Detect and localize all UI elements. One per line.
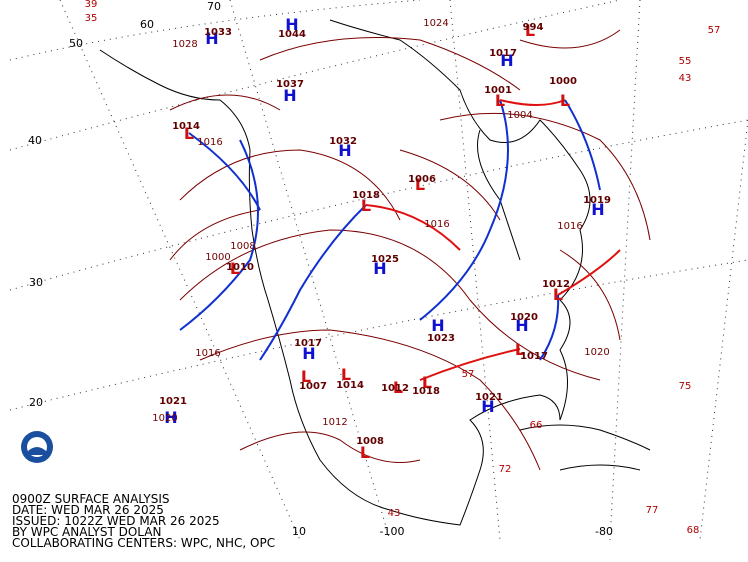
- low-pressure: 1012: [381, 383, 409, 394]
- lat-label: 30: [29, 276, 43, 289]
- low-center: L: [553, 285, 563, 304]
- low-pressure: 1008: [356, 436, 384, 447]
- high-center: H: [283, 86, 296, 105]
- station-value: 75: [679, 381, 692, 392]
- station-value: 68: [687, 525, 700, 536]
- high-pressure: 1044: [278, 29, 306, 40]
- low-center: L: [560, 91, 570, 110]
- isobar-label: 1020: [584, 347, 609, 358]
- station-value: 35: [85, 13, 98, 24]
- high-pressure: 1023: [427, 333, 455, 344]
- low-center: L: [415, 175, 425, 194]
- high-pressure: 1019: [583, 195, 611, 206]
- low-center: L: [525, 21, 535, 40]
- lat-label: 70: [207, 0, 221, 13]
- low-pressure: 1014: [336, 380, 364, 391]
- isobar-label: 1016: [557, 221, 582, 232]
- isobar-label: 1012: [322, 417, 347, 428]
- low-center: L: [515, 340, 525, 359]
- high-pressure: 1017: [294, 338, 322, 349]
- caption-line: DATE: WED MAR 26 2025: [12, 503, 164, 517]
- station-value: 43: [679, 73, 692, 84]
- high-center: H: [500, 51, 513, 70]
- low-center: L: [361, 196, 371, 215]
- station-value: 72: [499, 464, 512, 475]
- isobar-label: 1000: [205, 252, 230, 263]
- low-pressure: 1018: [352, 190, 380, 201]
- high-center: H: [431, 316, 444, 335]
- high-pressure: 1017: [489, 48, 517, 59]
- high-center: H: [164, 408, 177, 427]
- noaa-logo: [21, 431, 53, 463]
- station-value: 57: [462, 369, 475, 380]
- station-value: 39: [85, 0, 98, 10]
- isobars: [169, 29, 651, 471]
- lon-label: -80: [595, 525, 613, 538]
- low-pressure: 994: [523, 22, 544, 33]
- station-value: 43: [388, 508, 401, 519]
- lat-label: 40: [28, 134, 42, 147]
- low-center: L: [360, 443, 370, 462]
- low-pressure: 1000: [549, 76, 577, 87]
- isobar-label: 1020: [152, 413, 177, 424]
- station-value: 55: [679, 56, 692, 67]
- high-center: H: [481, 397, 494, 416]
- high-center: H: [205, 29, 218, 48]
- lon-label: 10: [292, 525, 306, 538]
- low-pressure: 1001: [484, 85, 512, 96]
- low-pressure: 1017: [520, 351, 548, 362]
- low-center: L: [230, 259, 240, 278]
- low-center: L: [184, 124, 194, 143]
- fronts: [179, 99, 621, 381]
- high-pressure: 1025: [371, 254, 399, 265]
- high-center: H: [373, 259, 386, 278]
- low-pressure: 1014: [172, 121, 200, 132]
- low-center: L: [393, 378, 403, 397]
- lon-label: -100: [380, 525, 405, 538]
- high-pressure: 1033: [204, 27, 232, 38]
- low-center: L: [301, 367, 311, 386]
- low-pressure: 1007: [299, 381, 327, 392]
- high-pressure: 1021: [159, 396, 187, 407]
- high-center: H: [302, 344, 315, 363]
- low-pressure: 1010: [226, 262, 254, 273]
- graticule: [9, 0, 748, 541]
- low-pressure: 1006: [408, 174, 436, 185]
- high-center: H: [338, 141, 351, 160]
- isobar-label: 1028: [172, 39, 197, 50]
- low-center: L: [341, 365, 351, 384]
- high-pressure: 1032: [329, 136, 357, 147]
- lat-label: 60: [140, 18, 154, 31]
- isobar-label: 1016: [195, 348, 220, 359]
- caption-line: ISSUED: 1022Z WED MAR 26 2025: [12, 514, 220, 528]
- low-center: L: [422, 373, 432, 392]
- caption-line: BY WPC ANALYST DOLAN: [12, 525, 161, 539]
- isobar-label: 1016: [424, 219, 449, 230]
- high-pressure: 1037: [276, 79, 304, 90]
- low-pressure: 1012: [542, 279, 570, 290]
- low-center: L: [495, 91, 505, 110]
- high-center: H: [591, 200, 604, 219]
- high-center: H: [515, 316, 528, 335]
- high-pressure: 1020: [510, 312, 538, 323]
- isobar-label: 1004: [507, 110, 532, 121]
- lat-label: 50: [69, 37, 83, 50]
- caption-line: 0900Z SURFACE ANALYSIS: [12, 492, 169, 506]
- high-center: H: [285, 15, 298, 34]
- lat-label: 20: [29, 396, 43, 409]
- isobar-label: 1008: [230, 241, 255, 252]
- caption-line: COLLABORATING CENTERS: WPC, NHC, OPC: [12, 536, 275, 550]
- isobar-label: 1016: [197, 137, 222, 148]
- low-pressure: 1018: [412, 386, 440, 397]
- isobar-label: 1024: [423, 18, 448, 29]
- station-value: 66: [530, 420, 543, 431]
- station-value: 57: [708, 25, 721, 36]
- high-pressure: 1021: [475, 392, 503, 403]
- station-value: 77: [646, 505, 659, 516]
